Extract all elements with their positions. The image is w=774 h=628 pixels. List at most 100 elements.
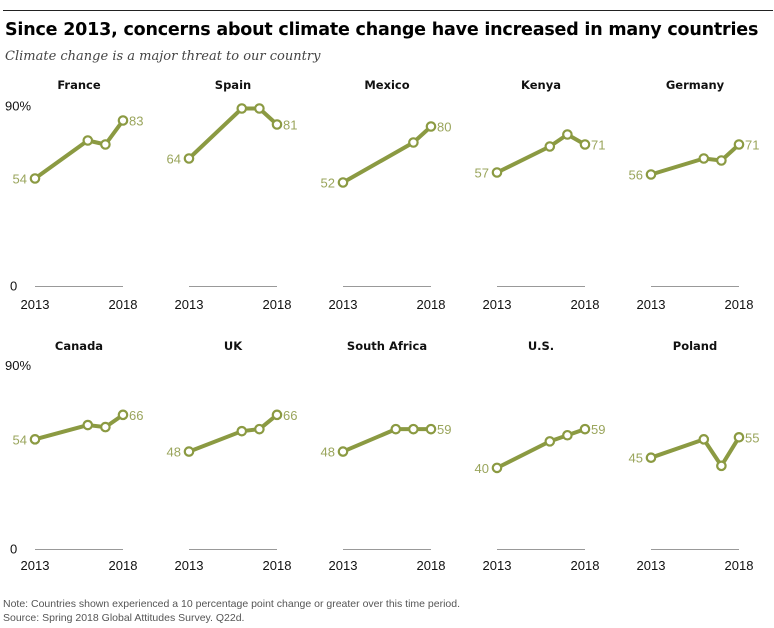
x-tick-label: 2018 [571,558,600,573]
data-label: 57 [475,166,489,181]
data-point [117,409,129,421]
panel-title: Kenya [521,78,561,92]
data-point [82,419,94,431]
x-tick-label: 2013 [329,558,358,573]
data-point [733,139,745,150]
data-point [716,460,727,472]
data-point [733,431,745,443]
data-label: 48 [167,445,181,460]
data-point [236,103,248,114]
panel-title: Canada [55,339,103,353]
series-line [33,412,125,442]
data-point [562,129,573,140]
data-point [425,423,437,435]
data-point [425,121,437,132]
note-text: Note: Countries shown experienced a 10 p… [3,598,461,610]
source-text: Source: Spring 2018 Global Attitudes Sur… [3,612,245,624]
footnote: Note: Countries shown experienced a 10 p… [3,597,460,625]
data-label: 59 [591,422,605,437]
data-label: 45 [629,451,643,466]
data-point [408,137,419,148]
data-label: 71 [745,138,759,153]
panel-title: UK [224,339,243,353]
series-line [495,132,587,175]
x-tick-label: 2018 [571,297,600,312]
data-point [29,173,41,184]
series-line [649,435,741,468]
x-tick-label: 2013 [637,297,666,312]
data-point [645,452,657,463]
data-point [100,139,111,150]
data-label: 80 [437,120,451,135]
x-tick-label: 2018 [417,558,446,573]
chart-title: Since 2013, concerns about climate chang… [5,20,759,40]
data-point [491,167,503,178]
data-point [271,409,283,421]
y-tick-label: 0 [10,279,17,294]
data-point [698,153,710,164]
x-tick-label: 2018 [263,297,292,312]
panel-title: U.S. [528,339,554,353]
data-label: 55 [745,430,759,445]
x-tick-label: 2018 [725,297,754,312]
data-label: 48 [321,445,335,460]
data-point [271,119,283,130]
x-tick-label: 2013 [21,297,50,312]
data-point [544,141,556,152]
x-tick-label: 2013 [483,297,512,312]
panel-title: Germany [666,78,725,92]
x-tick-label: 2013 [175,297,204,312]
x-tick-label: 2013 [637,558,666,573]
data-label: 52 [321,176,335,191]
x-tick-label: 2018 [725,558,754,573]
y-tick-label: 0 [10,542,17,557]
panel-title: Spain [215,78,251,92]
x-tick-label: 2018 [263,558,292,573]
y-tick-label: 90% [5,99,31,114]
data-label: 56 [629,168,643,183]
data-point [579,139,591,150]
x-tick-label: 2018 [109,297,138,312]
data-label: 83 [129,114,143,129]
series-line [495,427,587,470]
data-label: 59 [437,422,451,437]
data-point [117,115,129,126]
y-tick-label: 90% [5,358,31,373]
chart-subtitle: Climate change is a major threat to our … [5,49,321,64]
panel-title: Mexico [364,78,409,92]
x-tick-label: 2013 [175,558,204,573]
x-tick-label: 2013 [21,558,50,573]
x-tick-label: 2013 [483,558,512,573]
data-label: 54 [13,432,27,447]
x-tick-label: 2018 [417,297,446,312]
data-point [408,423,419,435]
data-point [29,434,41,445]
data-point [390,423,402,435]
data-point [491,462,503,474]
data-label: 66 [283,408,297,423]
data-point [254,103,265,114]
series-line [33,118,125,181]
data-label: 64 [167,152,181,167]
data-point [183,446,195,457]
data-point [100,421,111,433]
data-point [337,177,349,188]
series-line [341,124,433,185]
x-tick-label: 2018 [109,558,138,573]
data-point [236,425,248,437]
data-label: 81 [283,118,297,133]
panel-title: France [57,78,101,92]
data-label: 66 [129,408,143,423]
data-label: 40 [475,461,489,476]
data-point [544,436,556,447]
series-line [341,427,433,454]
data-label: 71 [591,138,605,153]
series-line [187,106,279,161]
data-point [562,429,573,441]
x-tick-label: 2013 [329,297,358,312]
data-point [716,155,727,166]
data-point [579,423,591,435]
data-point [254,423,265,435]
panel-title: Poland [673,339,717,353]
data-point [698,434,710,445]
